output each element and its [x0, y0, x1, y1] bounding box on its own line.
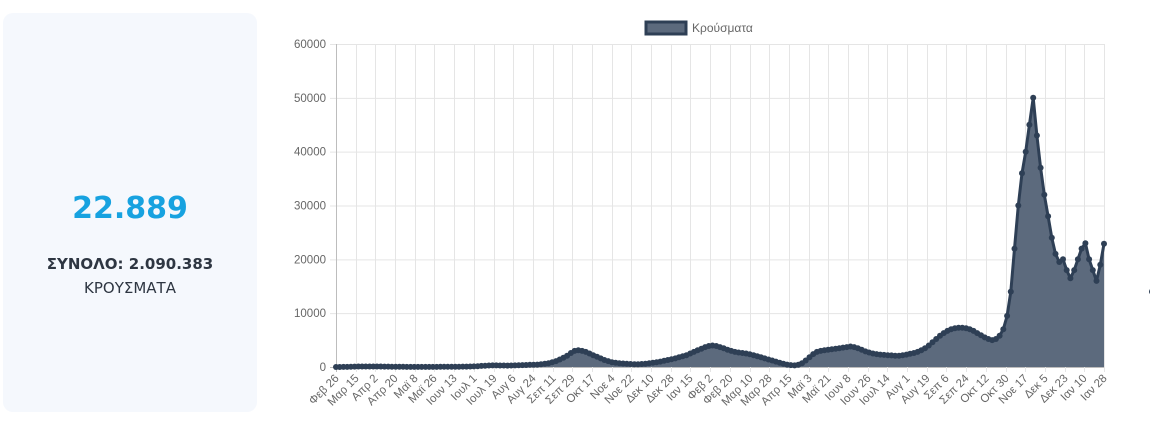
y-tick-label: 60000 — [294, 39, 326, 51]
data-point — [1033, 132, 1040, 139]
data-point — [1004, 312, 1011, 319]
data-point — [1097, 261, 1104, 268]
data-point — [1019, 170, 1025, 177]
data-point — [1030, 94, 1037, 101]
series-area — [336, 97, 1104, 368]
y-tick-label: 30000 — [294, 201, 326, 213]
y-tick-label: 40000 — [294, 147, 326, 159]
data-point — [1082, 240, 1089, 247]
data-point — [1052, 250, 1059, 257]
data-point — [1086, 256, 1093, 263]
data-point — [1071, 267, 1078, 274]
chart-legend[interactable]: Κρούσματα — [644, 20, 753, 36]
series-line — [336, 96, 1106, 369]
chart-grid — [330, 44, 1105, 372]
y-tick-label: 50000 — [294, 93, 326, 105]
data-point — [1067, 275, 1074, 282]
y-tick-label: 0 — [320, 362, 326, 374]
plot-area — [333, 94, 1150, 370]
data-point — [1007, 288, 1014, 295]
daily-cases-value: 22.889 — [72, 191, 188, 226]
data-point — [1101, 240, 1107, 247]
y-tick-label: 20000 — [294, 254, 326, 266]
summary-card: 22.889 ΣΥΝΟΛΟ: 2.090.383 ΚΡΟΥΣΜΑΤΑ — [3, 13, 257, 412]
total-cases-label: ΣΥΝΟΛΟ: 2.090.383 — [46, 255, 214, 273]
data-point — [1074, 256, 1081, 263]
data-point — [1026, 121, 1033, 128]
data-point — [1041, 191, 1048, 198]
data-point — [1048, 234, 1055, 241]
y-tick-label: 10000 — [294, 308, 326, 320]
y-axis: 0 10000 20000 30000 40000 50000 60000 — [294, 39, 326, 374]
data-point — [1015, 202, 1022, 209]
legend-swatch — [644, 20, 688, 36]
cases-caption: ΚΡΟΥΣΜΑΤΑ — [84, 279, 176, 297]
data-point — [1045, 213, 1052, 220]
data-point — [1078, 245, 1085, 252]
data-point — [1093, 277, 1100, 284]
data-point — [996, 332, 1003, 339]
data-point — [1037, 164, 1044, 171]
data-point — [1089, 267, 1096, 274]
legend-label: Κρούσματα — [692, 21, 753, 35]
data-point — [1000, 326, 1007, 333]
data-point — [1022, 148, 1029, 155]
data-point — [1063, 267, 1070, 274]
data-point — [1060, 256, 1066, 263]
data-point — [1011, 245, 1018, 252]
